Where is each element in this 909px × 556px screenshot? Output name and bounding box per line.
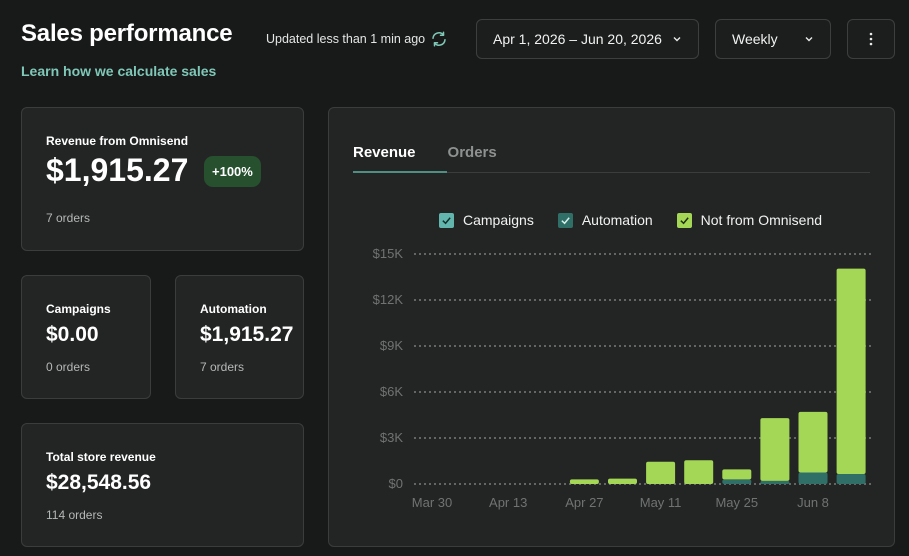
bar-segment-not-from-omnisend [608, 478, 637, 484]
revenue-card: Revenue from Omnisend $1,915.27 +100% 7 … [21, 107, 304, 251]
bar-segment-not-from-omnisend [836, 268, 866, 475]
automation-orders: 7 orders [200, 360, 245, 374]
bar-segment-automation [798, 472, 828, 484]
revenue-label: Revenue from Omnisend [46, 134, 189, 148]
interval-label: Weekly [732, 31, 778, 47]
y-tick-label: $9K [380, 338, 403, 353]
more-options-button[interactable] [847, 19, 895, 59]
refresh-icon[interactable] [430, 30, 448, 48]
y-tick-label: $12K [373, 292, 404, 307]
x-tick-label: Jun 8 [797, 495, 829, 510]
x-tick-label: Apr 13 [489, 495, 527, 510]
y-tick-label: $0 [389, 476, 403, 491]
legend-item-campaigns[interactable]: Campaigns [439, 212, 534, 228]
automation-card: Automation $1,915.27 7 orders [175, 275, 304, 399]
automation-value: $1,915.27 [200, 323, 294, 346]
chart-legend: Campaigns Automation Not from Omnisend [439, 212, 846, 228]
x-tick-label: May 11 [640, 495, 682, 510]
campaigns-value: $0.00 [46, 323, 99, 346]
revenue-value: $1,915.27 [46, 152, 189, 188]
legend-item-automation[interactable]: Automation [557, 212, 653, 228]
growth-badge: +100% [204, 156, 261, 187]
y-tick-label: $6K [380, 384, 403, 399]
campaigns-card: Campaigns $0.00 0 orders [21, 275, 151, 399]
active-tab-indicator [353, 171, 447, 173]
revenue-orders: 7 orders [46, 211, 91, 225]
y-tick-label: $3K [380, 430, 403, 445]
bar-segment-not-from-omnisend [760, 418, 790, 481]
bar-segment-not-from-omnisend [569, 479, 599, 484]
total-revenue-label: Total store revenue [46, 450, 156, 464]
checkbox-icon[interactable] [439, 212, 454, 228]
legend-item-not-from-omnisend[interactable]: Not from Omnisend [676, 212, 823, 228]
legend-label: Campaigns [463, 212, 534, 228]
bar-segment-automation [836, 474, 866, 484]
total-revenue-value: $28,548.56 [46, 471, 152, 494]
total-revenue-card: Total store revenue $28,548.56 114 order… [21, 423, 304, 547]
campaigns-label: Campaigns [46, 302, 111, 316]
date-range-picker[interactable]: Apr 1, 2026 – Jun 20, 2026 [476, 19, 699, 59]
x-tick-label: Apr 27 [565, 495, 603, 510]
legend-label: Not from Omnisend [700, 212, 823, 228]
bar-segment-automation [722, 479, 752, 484]
checkbox-icon[interactable] [557, 212, 573, 228]
revenue-chart: $0 $3K $6K $9K $12K $15K Mar 30 Apr 13 Apr 27 May… [373, 246, 871, 510]
automation-label: Automation [200, 302, 267, 316]
more-vertical-icon [869, 32, 873, 46]
chevron-down-icon [673, 37, 681, 42]
tabs-divider [353, 172, 870, 173]
x-tick-label: Mar 30 [412, 495, 452, 510]
interval-select[interactable]: Weekly [715, 19, 831, 59]
date-range-label: Apr 1, 2026 – Jun 20, 2026 [493, 31, 662, 47]
total-revenue-orders: 114 orders [46, 508, 103, 522]
chart-tabs: Revenue Orders [353, 144, 529, 173]
y-tick-label: $15K [373, 246, 404, 261]
bar-segment-not-from-omnisend [798, 411, 828, 473]
bar-segment-not-from-omnisend [646, 461, 676, 484]
tab-revenue[interactable]: Revenue [353, 144, 416, 161]
legend-label: Automation [581, 212, 653, 228]
updated-text: Updated less than 1 min ago [266, 32, 426, 46]
page-title: Sales performance [21, 20, 233, 47]
checkbox-icon[interactable] [676, 212, 692, 228]
chart-card: Revenue Orders Campaigns Automation Not … [328, 107, 895, 547]
bar-segment-not-from-omnisend [722, 469, 752, 480]
x-tick-label: May 25 [715, 495, 758, 510]
chevron-down-icon [805, 37, 813, 42]
bar-segment-automation [760, 480, 790, 484]
tab-orders[interactable]: Orders [447, 144, 497, 161]
campaigns-orders: 0 orders [46, 360, 91, 374]
bar-segment-not-from-omnisend [684, 460, 714, 484]
learn-calculate-link[interactable]: Learn how we calculate sales [21, 63, 217, 79]
